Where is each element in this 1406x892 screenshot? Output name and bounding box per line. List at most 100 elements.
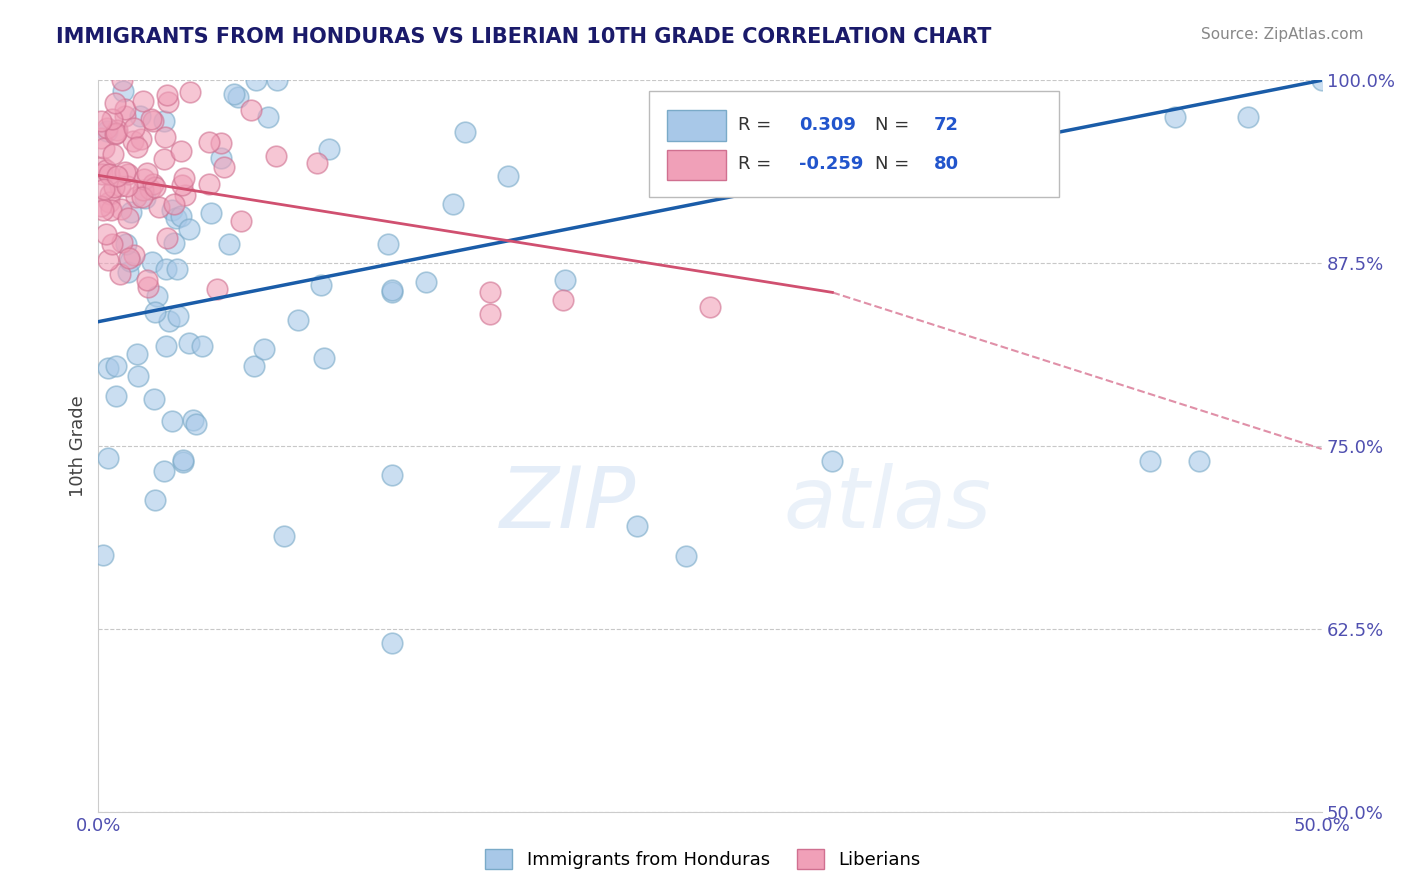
Point — [1164, 110, 1187, 124]
Point — [127, 369, 149, 384]
Point — [699, 300, 721, 314]
Point — [381, 283, 404, 297]
Point — [1139, 453, 1161, 467]
Point — [97, 168, 120, 182]
Point — [96, 162, 118, 177]
Point — [110, 268, 132, 282]
Point — [111, 84, 134, 98]
Point — [626, 519, 648, 533]
Point — [120, 205, 142, 219]
Point — [170, 145, 193, 159]
Point — [170, 178, 193, 192]
Point — [191, 339, 214, 353]
Point — [156, 88, 179, 103]
Text: 80: 80 — [934, 155, 959, 173]
Point — [1237, 110, 1260, 124]
Point — [125, 190, 148, 204]
Point — [104, 389, 127, 403]
Point — [821, 453, 844, 467]
Point — [105, 126, 128, 140]
Point — [253, 343, 276, 357]
Point — [90, 167, 112, 181]
Point — [157, 95, 180, 109]
Point — [105, 122, 128, 136]
Point — [155, 129, 177, 144]
Point — [170, 209, 193, 223]
Point — [97, 252, 120, 267]
Point — [172, 455, 194, 469]
Point — [105, 169, 128, 184]
Point — [266, 73, 288, 87]
Point — [155, 261, 177, 276]
Point — [143, 392, 166, 407]
Point — [152, 114, 174, 128]
Point — [108, 178, 131, 193]
Point — [111, 73, 134, 87]
Point — [117, 167, 139, 181]
Point — [114, 102, 136, 116]
Point — [114, 165, 136, 179]
Point — [231, 214, 253, 228]
Point — [101, 146, 124, 161]
Legend: Immigrants from Honduras, Liberians: Immigrants from Honduras, Liberians — [477, 839, 929, 879]
Point — [131, 189, 153, 203]
Point — [478, 285, 501, 300]
Point — [1310, 73, 1333, 87]
Point — [264, 148, 287, 162]
Point — [122, 121, 145, 136]
Point — [103, 180, 125, 194]
Text: 0.309: 0.309 — [800, 116, 856, 134]
Point — [142, 177, 165, 191]
Point — [173, 187, 195, 202]
Point — [198, 135, 221, 149]
Point — [287, 312, 309, 326]
Point — [675, 549, 697, 563]
Point — [96, 121, 118, 136]
Text: -0.259: -0.259 — [800, 155, 863, 173]
Point — [173, 171, 195, 186]
Point — [211, 152, 233, 166]
Point — [110, 202, 132, 217]
Point — [166, 309, 188, 323]
Point — [93, 182, 115, 196]
Point — [177, 222, 200, 236]
Point — [153, 464, 176, 478]
Point — [90, 113, 112, 128]
Point — [212, 161, 235, 175]
Point — [146, 289, 169, 303]
Point — [166, 261, 188, 276]
Point — [120, 253, 142, 268]
Point — [132, 172, 155, 186]
Text: R =: R = — [738, 116, 778, 134]
Point — [198, 177, 221, 191]
Point — [226, 90, 249, 104]
Point — [104, 95, 127, 110]
Point — [157, 314, 180, 328]
Point — [478, 307, 501, 321]
Text: 72: 72 — [934, 116, 959, 134]
Point — [200, 206, 222, 220]
Point — [184, 417, 207, 431]
Point — [415, 276, 437, 290]
Point — [222, 87, 245, 101]
Point — [1188, 453, 1211, 467]
Point — [312, 351, 335, 366]
Point — [143, 493, 166, 508]
Point — [104, 359, 127, 373]
Point — [139, 112, 162, 127]
Text: atlas: atlas — [783, 463, 991, 546]
Point — [111, 235, 134, 250]
Point — [205, 283, 228, 297]
Point — [114, 110, 136, 124]
Text: IMMIGRANTS FROM HONDURAS VS LIBERIAN 10TH GRADE CORRELATION CHART: IMMIGRANTS FROM HONDURAS VS LIBERIAN 10T… — [56, 27, 991, 46]
Point — [273, 529, 295, 543]
Point — [132, 182, 155, 196]
Text: R =: R = — [738, 155, 778, 173]
Point — [91, 202, 114, 217]
Point — [90, 131, 112, 145]
Point — [129, 132, 152, 146]
Point — [209, 136, 232, 150]
Point — [498, 169, 520, 184]
Point — [156, 230, 179, 244]
Point — [160, 414, 183, 428]
